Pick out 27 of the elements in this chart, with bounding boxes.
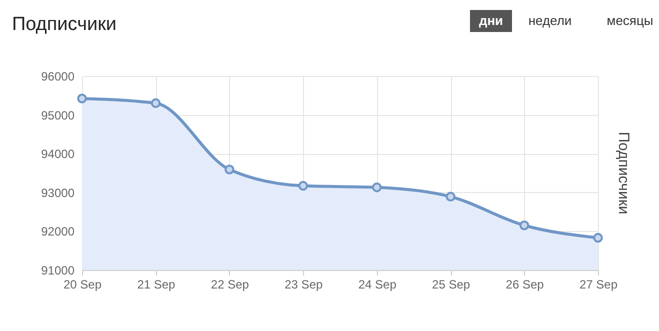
- y-tick-label: 96000: [41, 70, 75, 84]
- x-tick-label: 26 Sep: [506, 278, 544, 292]
- point: [77, 94, 87, 104]
- y-tick-label: 92000: [41, 224, 75, 239]
- text: дни: [478, 13, 504, 28]
- text: недели: [528, 13, 572, 28]
- y-tick-label: 93000: [41, 186, 75, 200]
- x-tick-label: 21 Sep: [137, 278, 176, 292]
- text: месяцы: [606, 13, 654, 28]
- x-tick-label: 24 Sep: [358, 278, 397, 292]
- x-tick-label: 27 Sep: [579, 278, 618, 292]
- point: [446, 192, 456, 202]
- x-tick-label: 20 Sep: [63, 278, 102, 292]
- point: [224, 164, 234, 174]
- y-axis-title: Подписчики: [615, 132, 632, 214]
- point: [519, 220, 530, 230]
- point: [372, 182, 382, 192]
- point: [593, 232, 603, 243]
- chart-title: Подписчики: [12, 14, 117, 35]
- x-tick-label: 25 Sep: [432, 278, 470, 292]
- point: [150, 98, 161, 108]
- point: [298, 180, 308, 191]
- x-tick-label: 22 Sep: [210, 278, 250, 292]
- x-tick-label: 23 Sep: [284, 278, 323, 292]
- y-tick-label: 95000: [41, 108, 75, 122]
- y-tick-label: 91000: [41, 264, 75, 278]
- y-tick-label: 94000: [41, 147, 75, 162]
